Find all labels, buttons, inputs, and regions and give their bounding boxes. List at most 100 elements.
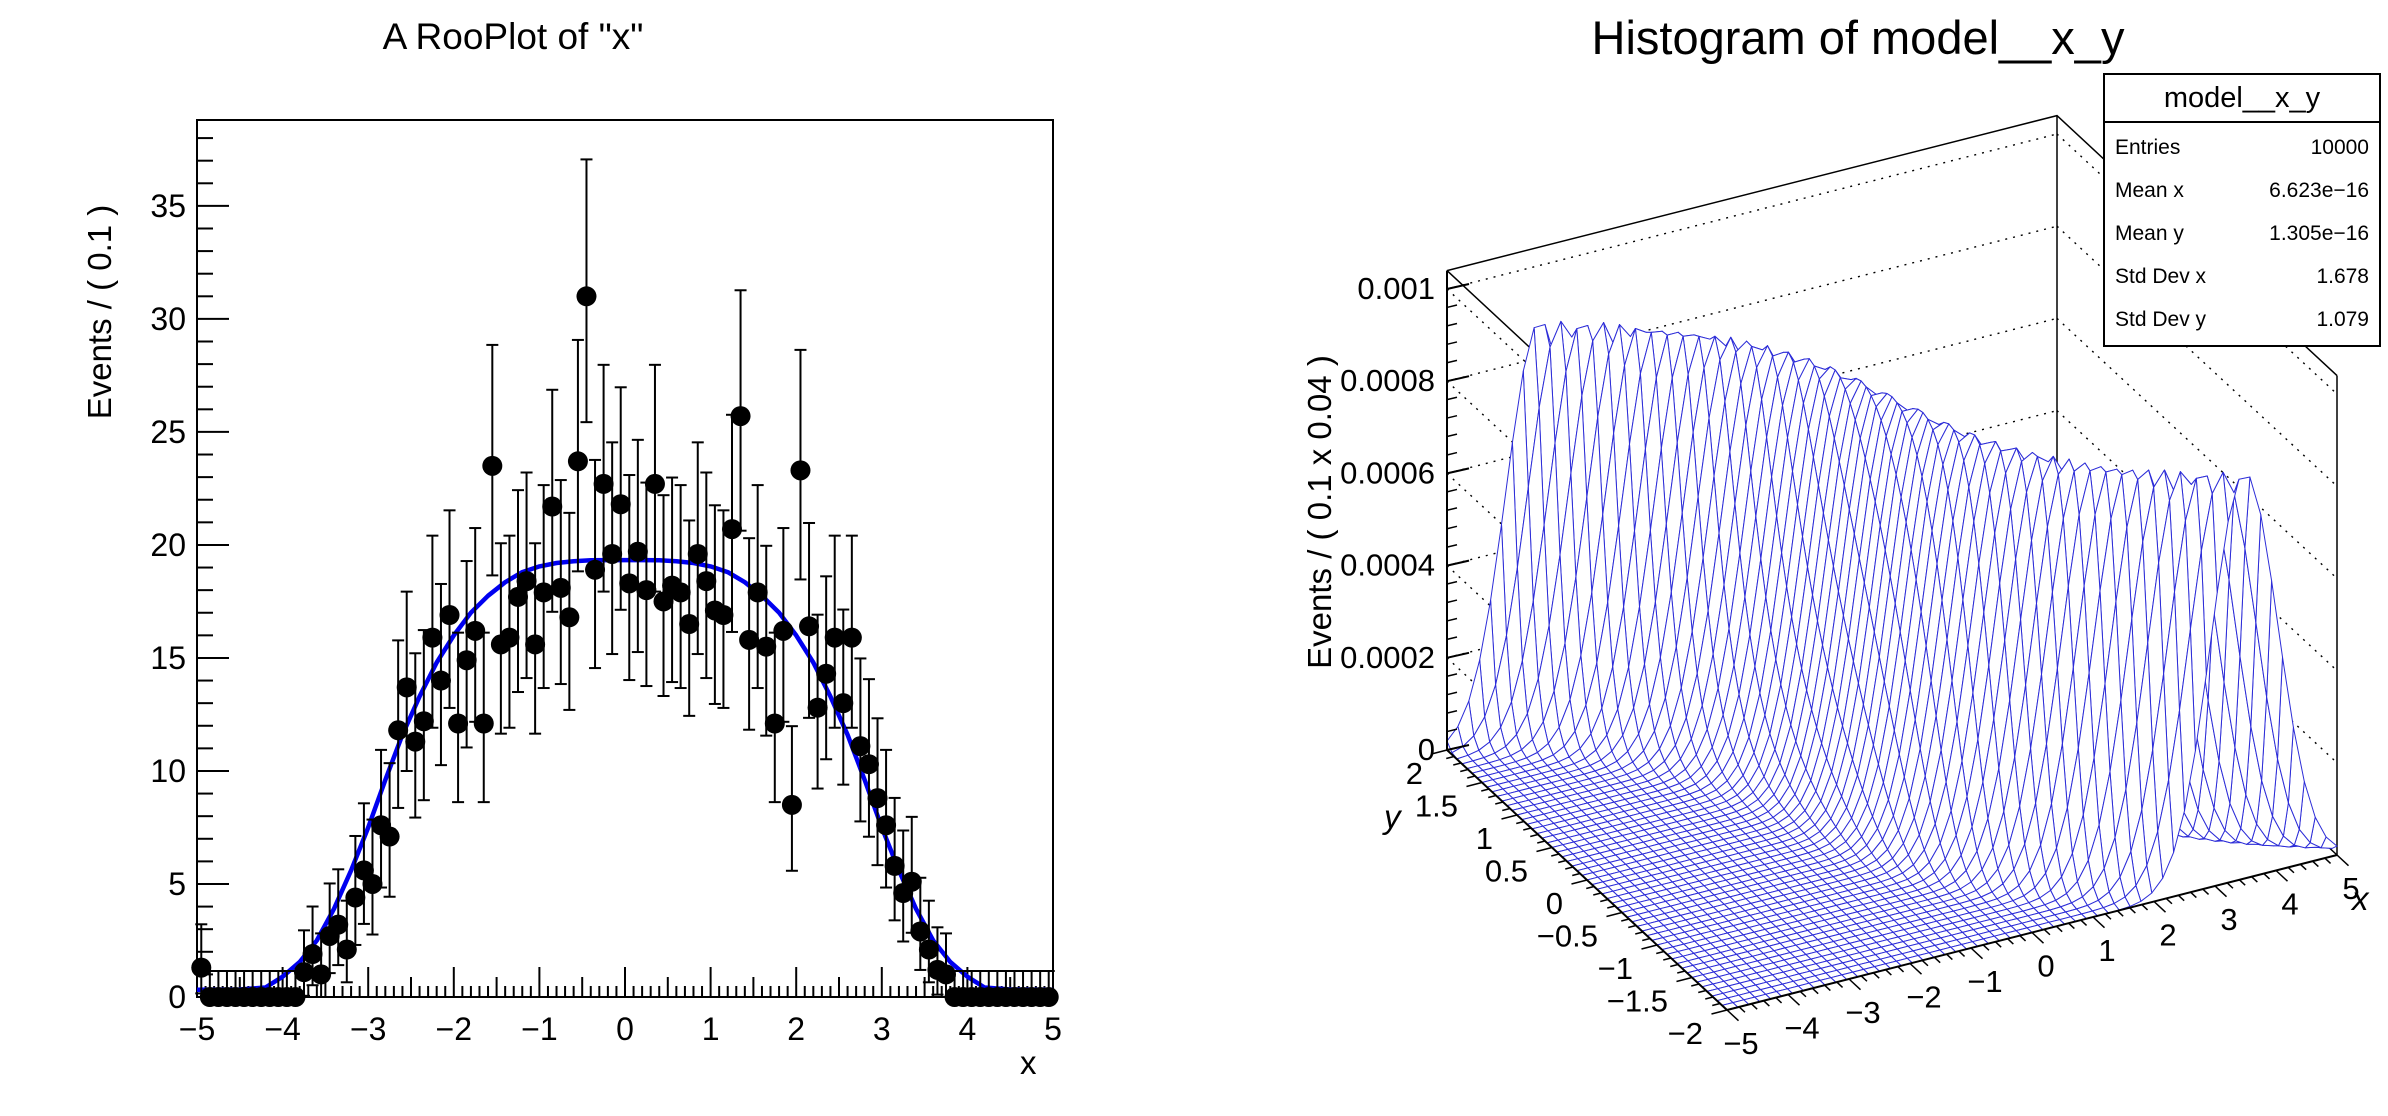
data-point [884, 855, 905, 876]
data-point [336, 939, 357, 960]
surface-mesh [1446, 320, 2338, 1011]
stats-row-entries: Entries 10000 [2105, 136, 2379, 160]
svg-text:−2: −2 [436, 1011, 472, 1047]
data-point [696, 571, 717, 592]
data-point [422, 627, 443, 648]
svg-text:4: 4 [959, 1011, 977, 1047]
svg-text:0.0006: 0.0006 [1340, 455, 1435, 490]
data-point [516, 571, 537, 592]
data-point [627, 541, 648, 562]
svg-text:−3: −3 [350, 1011, 386, 1047]
right-y-axis-title: y [1384, 798, 1401, 835]
data-point [610, 494, 631, 515]
left-x-axis-title: x [1020, 1044, 1037, 1081]
data-point [559, 607, 580, 628]
data-point [1038, 987, 1059, 1007]
data-point [918, 939, 939, 960]
left-plot-title: A RooPlot of "x" [382, 16, 644, 57]
data-point [781, 794, 802, 815]
data-point [841, 627, 862, 648]
svg-text:1: 1 [2098, 933, 2115, 968]
data-point [824, 627, 845, 648]
right-plot-title: Histogram of model__x_y [1591, 11, 2125, 64]
data-point [465, 620, 486, 641]
stats-label: Mean y [2115, 221, 2184, 245]
svg-text:0: 0 [1418, 732, 1435, 767]
stats-label: Mean x [2115, 179, 2184, 203]
data-point [482, 455, 503, 476]
svg-text:−5: −5 [179, 1011, 215, 1047]
data-point [644, 473, 665, 494]
data-point [799, 616, 820, 637]
svg-text:20: 20 [150, 527, 186, 563]
data-point [653, 591, 674, 612]
svg-text:−4: −4 [264, 1011, 300, 1047]
data-point [807, 697, 828, 718]
svg-text:−5: −5 [1723, 1026, 1758, 1061]
stats-value: 10000 [2310, 136, 2369, 160]
data-point [936, 964, 956, 985]
data-point [191, 957, 212, 978]
data-point [756, 636, 777, 657]
data-point [876, 815, 897, 836]
svg-text:25: 25 [150, 414, 186, 450]
data-point [867, 788, 888, 809]
data-point [593, 473, 614, 494]
data-point [499, 627, 520, 648]
data-point [302, 944, 323, 965]
svg-text:15: 15 [150, 640, 186, 676]
data-point [448, 713, 469, 734]
svg-text:5: 5 [2342, 871, 2359, 906]
svg-text:0: 0 [2037, 949, 2054, 984]
data-point [396, 677, 417, 698]
data-point [294, 962, 314, 983]
data-point [739, 629, 760, 650]
svg-text:0.0002: 0.0002 [1340, 640, 1435, 675]
svg-text:1.5: 1.5 [1415, 789, 1458, 824]
svg-text:0.0004: 0.0004 [1340, 548, 1435, 583]
data-point [576, 286, 597, 307]
svg-text:−1: −1 [521, 1011, 557, 1047]
data-points [191, 158, 1059, 1007]
stats-value: 6.623e−16 [2269, 179, 2369, 203]
svg-text:−3: −3 [1845, 995, 1880, 1030]
data-point [850, 736, 871, 757]
svg-text:−4: −4 [1784, 1011, 1819, 1046]
svg-text:3: 3 [2220, 902, 2237, 937]
data-point [362, 873, 383, 894]
stats-row-stddev-x: Std Dev x 1.678 [2105, 265, 2379, 289]
data-point [345, 887, 366, 908]
stats-box-rows: Entries 10000 Mean x 6.623e−16 Mean y 1.… [2105, 123, 2379, 345]
data-point [722, 519, 742, 540]
stats-row-mean-x: Mean x 6.623e−16 [2105, 179, 2379, 203]
data-point [816, 663, 837, 684]
stats-label: Std Dev x [2115, 264, 2207, 288]
svg-text:0: 0 [1546, 886, 1563, 921]
data-point [585, 559, 606, 580]
data-point [833, 693, 854, 714]
data-point [456, 650, 477, 671]
data-point [713, 605, 734, 626]
left-y-axis: 0 5 10 15 20 25 30 35 [150, 137, 229, 1015]
data-point [619, 573, 640, 594]
stats-row-mean-y: Mean y 1.305e−16 [2105, 222, 2379, 246]
svg-text:0: 0 [168, 979, 186, 1015]
data-point [901, 871, 922, 892]
data-point [413, 711, 434, 732]
data-point [405, 731, 426, 752]
svg-text:−1: −1 [1967, 964, 2002, 999]
svg-text:−1.5: −1.5 [1607, 984, 1668, 1019]
svg-text:1: 1 [1476, 821, 1493, 856]
stats-value: 1.678 [2316, 264, 2369, 288]
svg-text:3: 3 [873, 1011, 891, 1047]
stats-value: 1.079 [2316, 307, 2369, 331]
data-point [670, 582, 691, 603]
data-point [730, 406, 751, 427]
stats-row-stddev-y: Std Dev y 1.079 [2105, 308, 2379, 332]
stats-label: Entries [2115, 136, 2181, 160]
data-point [430, 670, 451, 691]
left-y-axis-title: Events / ( 0.1 ) [81, 204, 118, 420]
svg-text:−1: −1 [1598, 951, 1633, 986]
svg-text:4: 4 [2281, 887, 2298, 922]
